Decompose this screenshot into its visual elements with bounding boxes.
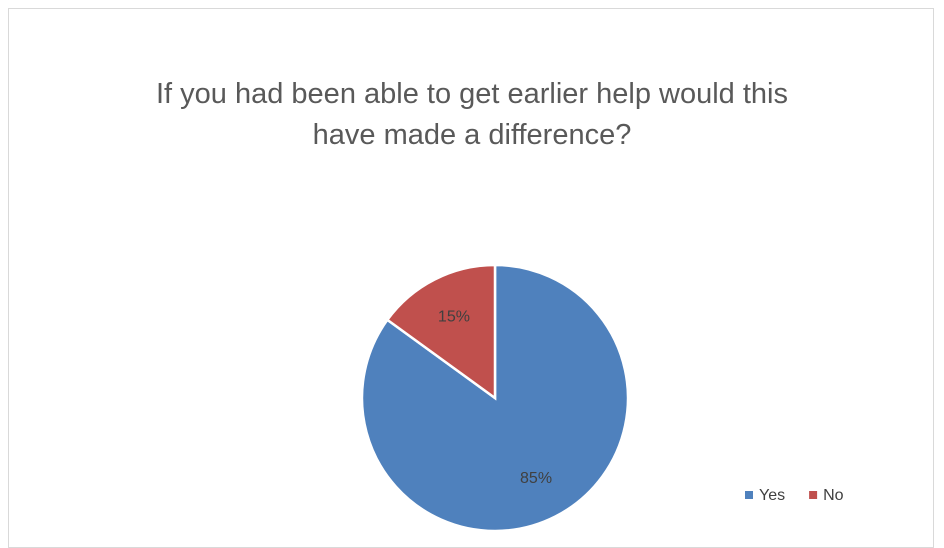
legend-swatch <box>745 491 753 499</box>
legend-label: Yes <box>759 487 785 504</box>
data-label: 15% <box>438 309 470 326</box>
data-label: 85% <box>520 470 552 487</box>
page: {"chart_data": {"type": "pie", "title": … <box>8 8 934 548</box>
legend-label: No <box>823 487 844 504</box>
chart: 85% 15% Yes No <box>360 263 844 533</box>
legend-swatch <box>809 491 818 499</box>
chart-title: If you had been able to get earlier help… <box>156 78 788 151</box>
pie-slice <box>385 263 497 401</box>
